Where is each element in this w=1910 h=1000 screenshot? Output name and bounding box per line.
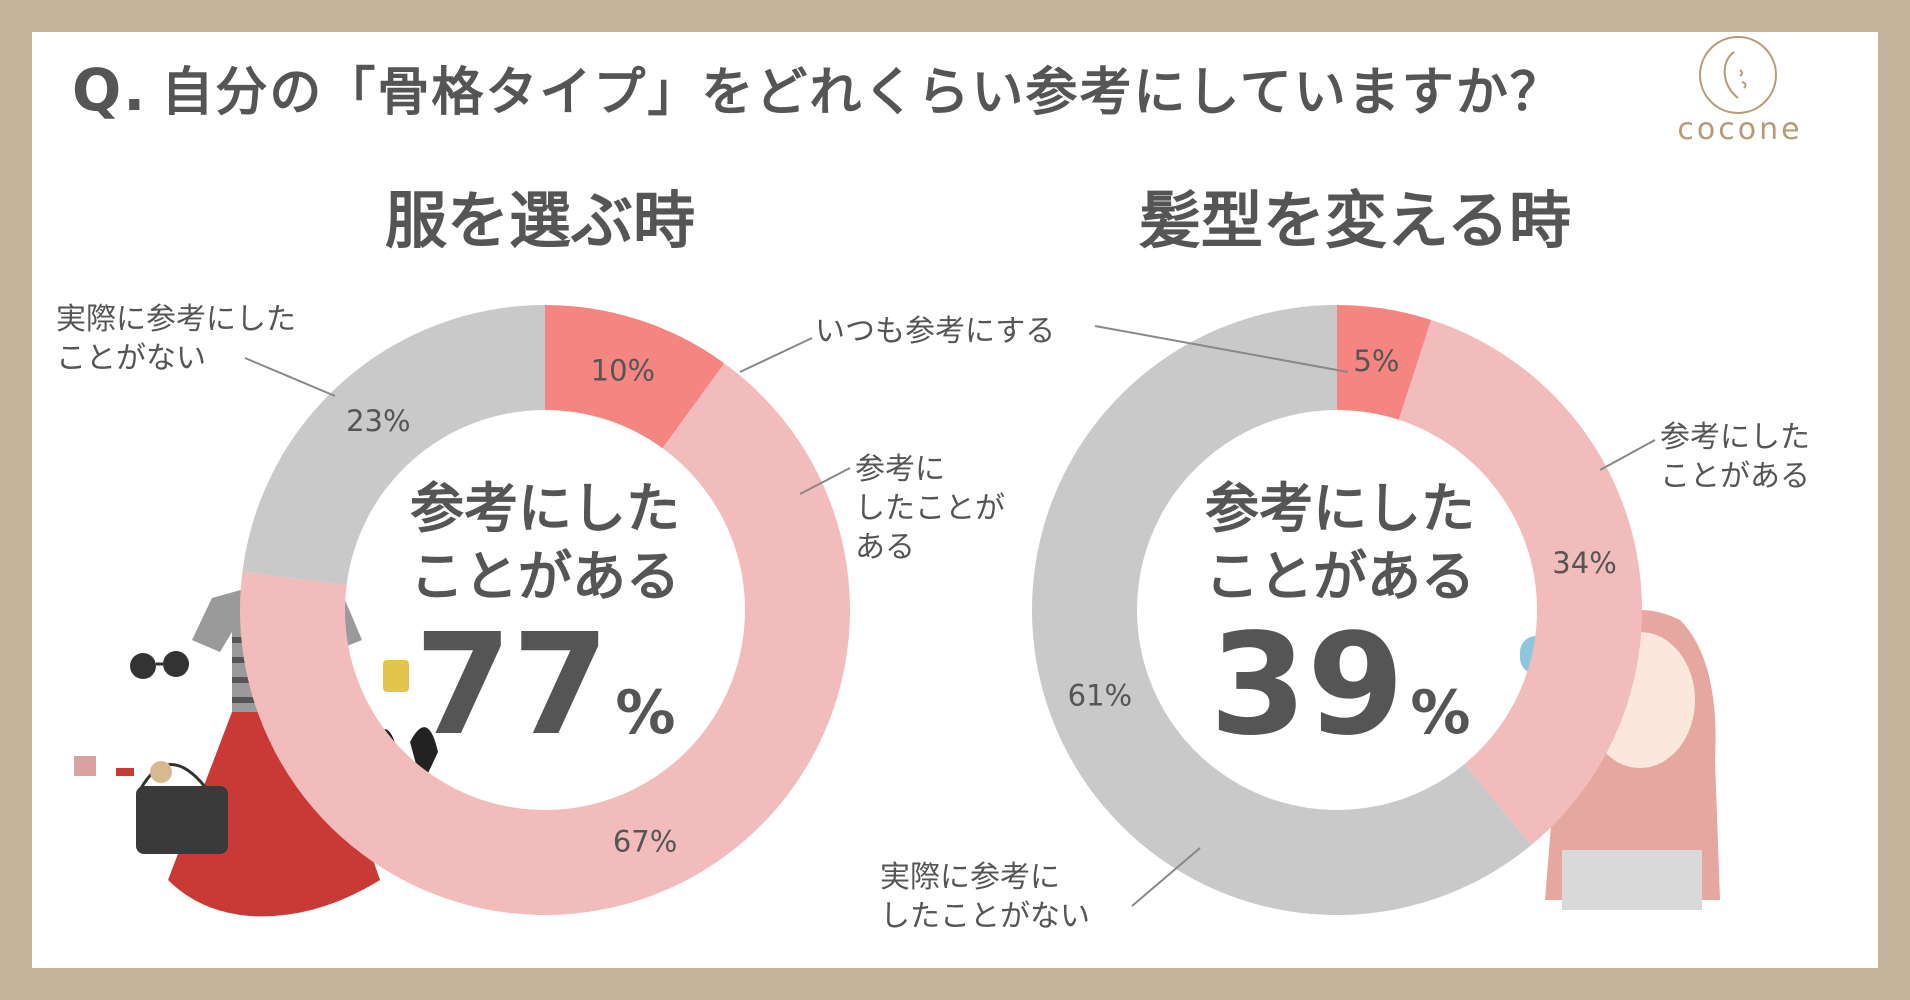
chart-2-callout-have: 参考にした ことがある	[1660, 418, 1810, 496]
chart-1-slice-have-referenced-label: 67%	[613, 824, 677, 858]
sunglasses-icon	[130, 651, 189, 679]
chart-1-title: 服を選ぶ時	[384, 184, 695, 257]
chart-2-slice-always-label: 5%	[1353, 344, 1399, 378]
cosmetics-icon	[74, 756, 172, 783]
logo-text: cocone	[1677, 112, 1803, 147]
chart-1-center-value: 77%	[345, 616, 745, 756]
chart-1-slice-have-referenced	[240, 363, 851, 915]
chart-1-callout-never: 実際に参考にした ことがない	[56, 300, 296, 378]
chart-2-center-unit: %	[1410, 678, 1471, 748]
chart-1-callout-have: 参考に したことが ある	[855, 450, 1005, 567]
chart-2-slice-always	[1337, 305, 1432, 420]
chart-1-center-number: 77	[414, 604, 610, 767]
chart-2-slice-have-referenced-label: 34%	[1552, 546, 1616, 580]
chart-2-center-number: 39	[1209, 604, 1405, 767]
chart-2-callout-never-line2: したことがない	[880, 899, 1090, 934]
chart-2-center-label-line1: 参考にした	[1205, 477, 1475, 540]
chart-2-callout-have-line2: ことがある	[1660, 459, 1810, 494]
chart-1-callout-have-line2: したことが	[855, 491, 1005, 526]
chart-2-slice-never-label: 61%	[1068, 678, 1132, 712]
chart-2-leader-have	[1599, 439, 1656, 471]
chart-2-leader-never	[1131, 847, 1201, 907]
chart-1-callout-never-line2: ことがない	[56, 341, 206, 376]
chart-2-center-value: 39%	[1140, 616, 1540, 756]
perfume-icon	[383, 660, 409, 692]
chart-1-slice-never-label: 23%	[346, 404, 410, 438]
chart-2-slice-never	[1032, 305, 1532, 915]
chart-1-slice-always	[545, 305, 725, 449]
chart-1-callout-never-line1: 実際に参考にした	[56, 302, 296, 337]
chart-1-center-label-line1: 参考にした	[410, 477, 680, 540]
chart-1-center: 参考にした ことがある 77%	[345, 475, 745, 756]
chart-1-center-unit: %	[615, 678, 676, 748]
chart-1-leader-have	[799, 467, 851, 495]
question-text: 自分の「骨格タイプ」をどれくらい参考にしていますか？	[161, 63, 1564, 123]
chart-2-slice-have-referenced	[1398, 319, 1642, 846]
chart-2-center: 参考にした ことがある 39%	[1140, 475, 1540, 756]
chart-2-center-label-line2: ことがある	[1205, 544, 1475, 608]
chart-1-callout-have-line3: ある	[855, 530, 915, 565]
question-prefix: Q.	[72, 56, 148, 124]
chart-1-callout-have-line1: 参考に	[855, 452, 945, 487]
chart-1-leader-never	[244, 357, 336, 397]
handbag-icon	[138, 763, 208, 791]
chart-2-leader-always	[1094, 325, 1349, 373]
chart-1-slice-always-label: 10%	[591, 353, 655, 387]
chart-2-callout-never-line1: 実際に参考に	[880, 860, 1060, 895]
question-title: Q. 自分の「骨格タイプ」をどれくらい参考にしていますか？	[72, 50, 1564, 125]
chart-1-callout-always: いつも参考にする	[815, 312, 1055, 351]
chart-1-callout-always-line1: いつも参考にする	[815, 314, 1056, 349]
chart-1-center-label-line2: ことがある	[410, 544, 680, 608]
chart-1-slice-never	[242, 305, 545, 585]
chart-2-title: 髪型を変える時	[1138, 184, 1572, 257]
chart-2-callout-have-line1: 参考にした	[1660, 420, 1810, 455]
chart-2-callout-never: 実際に参考に したことがない	[880, 858, 1090, 936]
cocone-logo-icon	[1699, 36, 1777, 114]
chart-1-leader-always	[739, 337, 813, 373]
